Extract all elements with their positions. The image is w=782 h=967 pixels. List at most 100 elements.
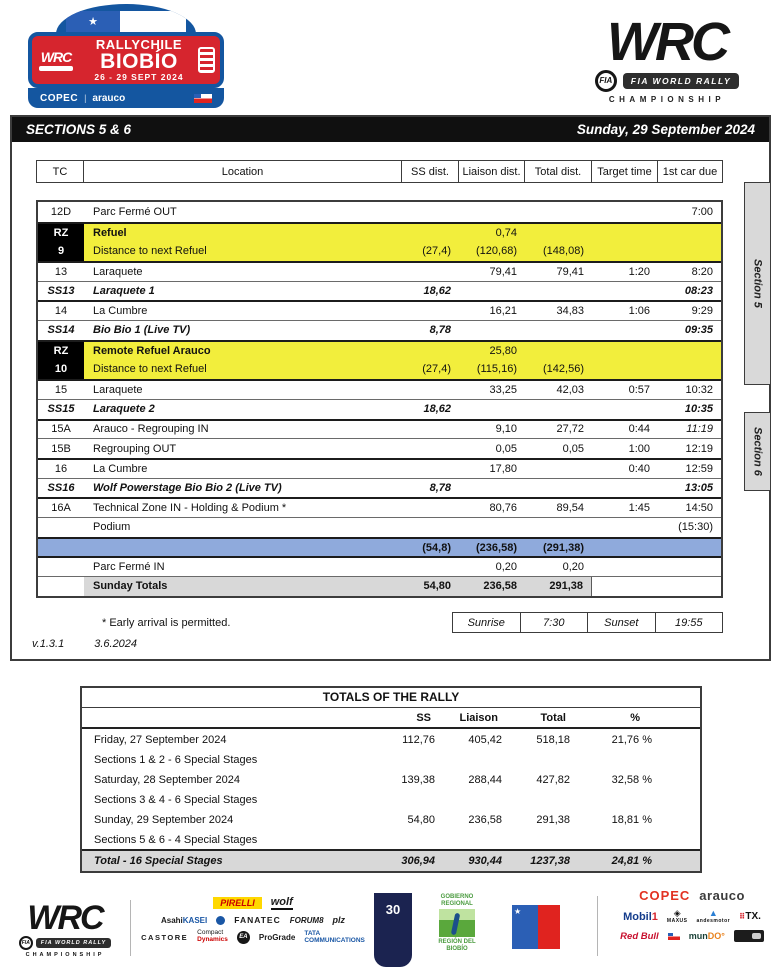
wrc-footer-logo: WRC FIA FIA WORLD RALLY CHAMPIONSHIP xyxy=(8,901,122,958)
divider xyxy=(130,900,131,956)
cell-ss xyxy=(402,439,459,458)
wrc-small-logo: WRC xyxy=(32,49,80,71)
cell-liaison: (115,16) xyxy=(476,363,517,376)
cell-target xyxy=(592,224,658,242)
cell-target: 1:45 xyxy=(628,502,650,515)
itinerary-row: (54,8) (236,58) (291,38) xyxy=(38,536,721,557)
cell-total: (142,56) xyxy=(543,363,584,376)
tata-communications-logo: TATA COMMUNICATIONS xyxy=(304,930,365,945)
cell-tc: 15A xyxy=(51,423,71,436)
biobio-river-icon xyxy=(439,909,475,938)
totals-day-row: Saturday, 28 September 2024 139,38 288,44 4… xyxy=(82,769,700,790)
asahi-kasei-logo: AsahiKASEI xyxy=(160,915,208,925)
col-liaison-dist: Liaison dist. xyxy=(458,161,524,182)
cell-due xyxy=(658,577,721,596)
cell-ss: 8,78 xyxy=(429,324,451,337)
arauco-logo: arauco xyxy=(699,888,745,903)
copec-logo: COPEC xyxy=(40,92,79,104)
totals-col-pct: % xyxy=(630,711,640,724)
itinerary-header-row: TC Location SS dist. Liaison dist. Total… xyxy=(36,160,723,183)
totals-cell-sub: Sections 3 & 4 - 6 Special Stages xyxy=(94,793,258,806)
cell-total: 0,20 xyxy=(562,561,584,574)
partner-icon xyxy=(216,915,226,925)
cell-ss: 18,62 xyxy=(423,285,451,298)
cell-liaison: 0,74 xyxy=(495,226,517,239)
cell-tc xyxy=(38,577,84,596)
totals-cell-total: 427,82 xyxy=(536,773,570,786)
itinerary-row: SS13 Laraquete 1 18,62 08:23 xyxy=(38,280,721,301)
cell-target xyxy=(592,577,658,596)
cell-tc: RZ xyxy=(38,223,84,242)
itinerary-row: RZ Remote Refuel Arauco 25,80 xyxy=(38,339,721,360)
cell-ss xyxy=(402,202,459,222)
cell-location: Regrouping OUT xyxy=(93,442,177,455)
totals-cell-liaison: 288,44 xyxy=(468,773,502,786)
cell-total xyxy=(525,460,592,478)
cell-tc: 12D xyxy=(50,205,72,218)
ea-sports-logo: EA xyxy=(236,930,250,944)
cell-target xyxy=(592,342,658,360)
totals-cell-liaison: 405,42 xyxy=(468,733,502,746)
partner-logos: PIRELLI wolf AsahiKASEI FANATEC FORUM8 p… xyxy=(138,896,368,944)
cell-ss xyxy=(402,263,459,281)
cell-ss: (54,8) xyxy=(422,541,451,554)
col-tc: TC xyxy=(52,165,68,178)
gobierno-regional-logo: GOBIERNO REGIONAL REGIÓN DEL BIOBÍO xyxy=(438,894,476,952)
itinerary-row: Podium (15:30) xyxy=(38,517,721,537)
cell-liaison xyxy=(459,282,525,301)
cell-due xyxy=(658,241,721,261)
castore-logo: CASTORE xyxy=(141,932,189,942)
cell-target xyxy=(592,558,658,576)
cell-due: 7:00 xyxy=(691,205,713,218)
cell-target xyxy=(592,202,658,222)
total-row-ss: 306,94 xyxy=(401,855,435,867)
sunset-label: Sunset xyxy=(587,613,655,632)
total-row-liaison: 930,44 xyxy=(468,855,502,867)
totals-body: Friday, 27 September 2024 112,76 405,42 518… xyxy=(82,729,700,849)
cell-tc xyxy=(38,558,84,576)
cell-liaison: 25,80 xyxy=(489,344,517,357)
prograde-logo: ProGrade xyxy=(258,932,296,942)
itinerary-row: 16A Technical Zone IN - Holding & Podium … xyxy=(38,497,721,517)
cell-location: Wolf Powerstage Bio Bio 2 (Live TV) xyxy=(93,481,282,494)
cell-total: 27,72 xyxy=(556,423,584,436)
cell-ss xyxy=(402,421,459,439)
cell-tc: 16 xyxy=(54,462,68,475)
sponsor-footer: WRC FIA FIA WORLD RALLY CHAMPIONSHIP PIR… xyxy=(0,888,782,967)
cell-liaison: 0,05 xyxy=(495,442,517,455)
cell-tc: RZ xyxy=(38,341,84,360)
cell-location: Podium xyxy=(93,521,131,534)
cell-target xyxy=(592,479,658,498)
cell-liaison: (236,58) xyxy=(476,541,517,554)
cell-total xyxy=(525,321,592,340)
total-row-label: Total - 16 Special Stages xyxy=(94,855,223,867)
mundo-logo: munDO° xyxy=(688,931,725,941)
cell-total xyxy=(525,282,592,301)
cell-ss xyxy=(402,302,459,320)
cell-location: Parc Fermé IN xyxy=(93,561,165,574)
cell-target xyxy=(592,400,658,419)
itinerary-row: RZ Refuel 0,74 xyxy=(38,221,721,242)
cell-ss: (27,4) xyxy=(422,363,451,376)
totals-cell-sub: Sections 1 & 2 - 6 Special Stages xyxy=(94,753,258,766)
cell-liaison: 9,10 xyxy=(495,423,517,436)
cell-location: Parc Fermé OUT xyxy=(93,205,177,218)
cell-due xyxy=(658,539,721,557)
totals-cell-label: Sunday, 29 September 2024 xyxy=(94,813,234,826)
totals-sub-row: Sections 5 & 6 - 4 Special Stages xyxy=(82,830,700,849)
totals-cell-pct: 18,81 % xyxy=(611,813,652,826)
mobil1-logo: Mobil1 xyxy=(623,910,658,923)
wrc-logo: WRC FIA FIA WORLD RALLY CHAMPIONSHIP xyxy=(558,15,776,104)
itinerary-row: 9 Distance to next Refuel (27,4) (120,68) (1… xyxy=(38,241,721,262)
totals-cell-pct: 21,76 % xyxy=(611,733,652,746)
rally-plate-logo: ★ WRC RALLYCHILE BIOBÍO 26 - 29 SEPT 202… xyxy=(28,4,224,108)
cell-location: Laraquete 2 xyxy=(93,403,155,416)
cell-due xyxy=(658,224,721,242)
cell-location: Refuel xyxy=(93,226,127,239)
cell-tc: SS16 xyxy=(47,481,75,494)
totals-cell-total: 291,38 xyxy=(536,813,570,826)
cell-total: 291,38 xyxy=(525,577,592,596)
cell-target xyxy=(592,321,658,340)
section-5-tab: Section 5 xyxy=(744,182,771,385)
